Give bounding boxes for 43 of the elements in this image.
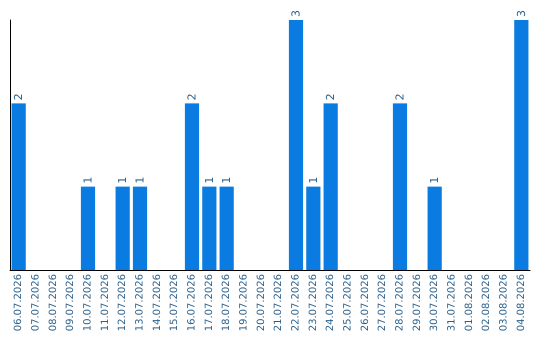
x-tick-label: 08.07.2026: [48, 274, 59, 332]
x-tick-label: 23.07.2026: [308, 274, 319, 332]
x-tick-label: 03.08.2026: [498, 274, 510, 332]
data-label: 1: [202, 176, 216, 184]
x-tick-label: 20.07.2026: [256, 274, 267, 332]
data-label: 2: [394, 93, 406, 100]
x-tick-label: 25.07.2026: [342, 274, 354, 332]
x-tick-label: 15.07.2026: [169, 274, 180, 332]
x-tick-label: 17.07.2026: [204, 274, 215, 332]
x-tick-label: 09.07.2026: [65, 274, 76, 332]
x-tick-label: 24.07.2026: [325, 274, 336, 332]
x-tick-label: 13.07.2026: [134, 274, 146, 332]
data-label: 2: [186, 93, 198, 100]
x-tick-label: 14.07.2026: [152, 274, 163, 332]
data-label: 2: [12, 93, 26, 100]
x-tick-label: 02.08.2026: [481, 274, 492, 332]
data-label: 1: [116, 176, 130, 184]
data-label: 1: [134, 176, 146, 184]
x-tick-label: 26.07.2026: [360, 274, 371, 332]
x-tick-label: 16.07.2026: [186, 274, 198, 332]
data-label: 2: [324, 93, 338, 100]
x-tick-label: 22.07.2026: [290, 274, 302, 332]
x-tick-label: 10.07.2026: [82, 274, 94, 332]
x-tick-label: 28.07.2026: [394, 274, 406, 332]
x-tick-label: 29.07.2026: [412, 274, 423, 332]
x-tick-label: 21.07.2026: [273, 274, 284, 332]
x-tick-label: 11.07.2026: [100, 274, 111, 332]
data-label: 3: [290, 10, 302, 17]
x-tick-label: 01.08.2026: [464, 274, 475, 332]
x-tick-label: 07.07.2026: [30, 274, 42, 332]
x-tick-label: 12.07.2026: [117, 274, 128, 332]
data-label: 1: [82, 176, 94, 184]
data-label: 1: [306, 176, 320, 184]
data-label: 1: [428, 176, 442, 184]
x-tick-label: 27.07.2026: [377, 274, 388, 332]
x-tick-label: 06.07.2026: [13, 274, 24, 332]
x-tick-label: 19.07.2026: [238, 274, 250, 332]
x-tick-label: 31.07.2026: [446, 274, 458, 332]
x-tick-label: 04.08.2026: [516, 274, 527, 332]
data-label: 3: [514, 10, 528, 17]
x-tick-label: 30.07.2026: [429, 274, 440, 332]
data-label: 1: [220, 176, 234, 184]
x-tick-label: 18.07.2026: [221, 274, 232, 332]
